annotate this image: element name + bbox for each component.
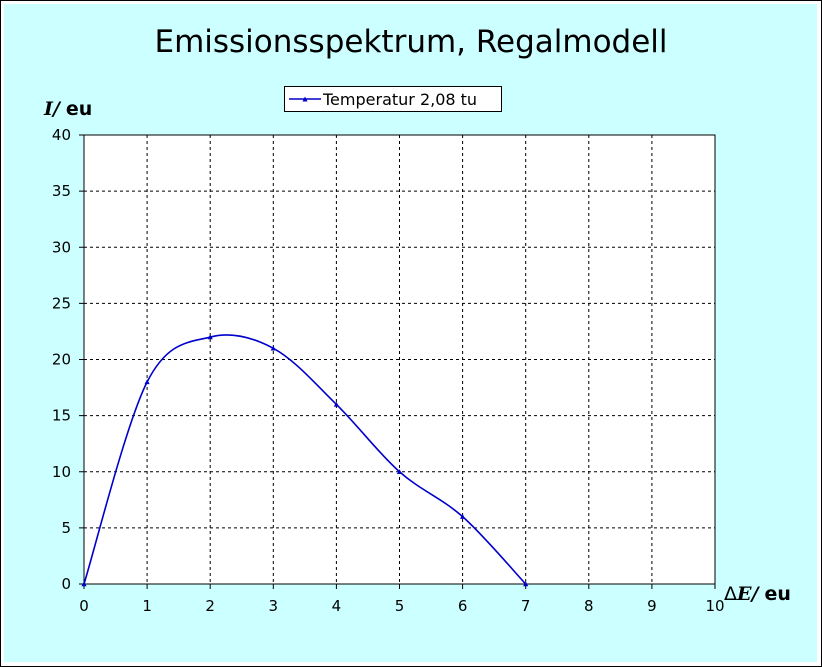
x-axis-unit: eu xyxy=(764,583,791,605)
x-tick-label: 2 xyxy=(205,597,215,615)
data-point xyxy=(81,581,87,587)
x-axis-label: ΔE/ eu xyxy=(724,583,791,605)
x-axis-delta: Δ xyxy=(724,583,737,605)
y-tick-label: 40 xyxy=(52,126,71,144)
x-tick-label: 3 xyxy=(269,597,279,615)
x-tick-label: 9 xyxy=(647,597,657,615)
y-axis-separator: / xyxy=(52,98,60,120)
series-layer xyxy=(81,334,529,587)
legend-line-marker-icon xyxy=(289,96,321,102)
grid-layer xyxy=(84,135,715,584)
data-point xyxy=(333,401,339,407)
x-tick-label: 8 xyxy=(584,597,594,615)
x-axis-symbol: E xyxy=(737,583,752,605)
y-tick-label: 30 xyxy=(52,238,71,256)
y-tick-label: 15 xyxy=(52,407,71,425)
y-axis-symbol: I xyxy=(44,98,53,120)
x-axis-separator: / xyxy=(751,583,759,605)
y-axis-unit: eu xyxy=(65,98,93,120)
x-tick-label: 1 xyxy=(142,597,152,615)
y-tick-label: 5 xyxy=(61,519,71,537)
y-tick-label: 20 xyxy=(52,351,71,369)
data-point xyxy=(207,334,213,340)
x-tick-label: 6 xyxy=(458,597,468,615)
data-point xyxy=(144,379,150,385)
chart-title: Emissionsspektrum, Regalmodell xyxy=(154,24,668,60)
y-tick-label: 25 xyxy=(52,294,71,312)
y-axis-label: I/ eu xyxy=(44,98,92,120)
data-point xyxy=(523,581,529,587)
legend: Temperatur 2,08 tu xyxy=(284,86,502,112)
y-tick-label: 35 xyxy=(52,182,71,200)
x-tick-label: 4 xyxy=(332,597,342,615)
legend-label: Temperatur 2,08 tu xyxy=(323,89,478,109)
data-point xyxy=(396,469,403,474)
series-line xyxy=(83,334,527,585)
data-point xyxy=(460,514,466,519)
y-tick-label: 0 xyxy=(61,575,71,593)
x-tick-label: 0 xyxy=(79,597,89,615)
x-tick-label: 5 xyxy=(395,597,405,615)
x-tick-label: 10 xyxy=(705,597,724,615)
data-point xyxy=(270,345,276,351)
y-tick-label: 10 xyxy=(52,463,71,481)
x-tick-label: 7 xyxy=(521,597,531,615)
